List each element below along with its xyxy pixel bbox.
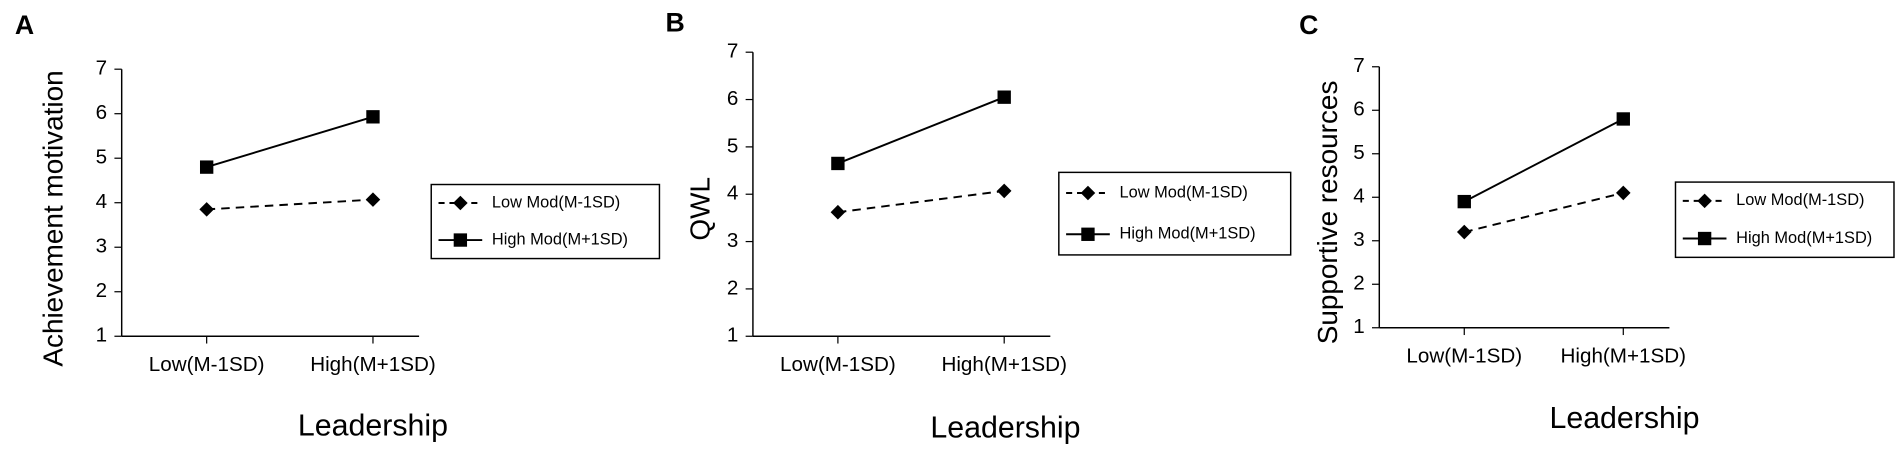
y-tick-label: 5 bbox=[727, 134, 738, 157]
marker-square bbox=[1081, 227, 1095, 241]
y-tick-label: 5 bbox=[1353, 141, 1364, 164]
marker-diamond bbox=[1456, 224, 1472, 240]
chart-panel: C 1 2 3 4 5 6 7 Low(M-1SD) High(M+1SD) Supportive … bbox=[1299, 10, 1895, 435]
series-line bbox=[837, 96, 1005, 165]
y-tick-label: 4 bbox=[727, 182, 738, 205]
y-axis-label: QWL bbox=[684, 177, 715, 241]
marker-square bbox=[831, 156, 845, 171]
y-tick-label: 3 bbox=[96, 235, 107, 258]
legend-box bbox=[430, 183, 661, 260]
legend-label: High Mod(M+1SD) bbox=[1736, 229, 1872, 247]
series-line bbox=[206, 198, 374, 211]
y-tick-label: 7 bbox=[96, 57, 107, 80]
panel-label: C bbox=[1299, 10, 1318, 40]
y-tick-label: 2 bbox=[1353, 272, 1364, 295]
y-tick-label: 3 bbox=[1353, 228, 1364, 251]
x-tick-label: High(M+1SD) bbox=[1561, 344, 1687, 367]
y-tick-label: 1 bbox=[727, 324, 738, 347]
marker-diamond bbox=[1616, 185, 1631, 201]
marker-diamond bbox=[199, 202, 214, 217]
y-tick-label: 2 bbox=[727, 276, 738, 299]
y-tick-label: 1 bbox=[1353, 315, 1364, 338]
y-tick-label: 5 bbox=[96, 146, 107, 169]
legend-label: High Mod(M+1SD) bbox=[1120, 225, 1256, 243]
legend-label: Low Mod(M-1SD) bbox=[492, 193, 620, 211]
x-tick-label: Low(M-1SD) bbox=[780, 353, 896, 376]
x-tick-label: Low(M-1SD) bbox=[1406, 344, 1522, 367]
x-tick-label: High(M+1SD) bbox=[941, 353, 1067, 376]
marker-square bbox=[997, 90, 1011, 104]
legend-label: Low Mod(M-1SD) bbox=[1120, 183, 1248, 201]
marker-diamond bbox=[830, 204, 846, 220]
marker-square bbox=[453, 233, 468, 247]
y-tick-label: 2 bbox=[96, 279, 107, 302]
y-tick-label: 7 bbox=[727, 40, 738, 63]
marker-diamond bbox=[1697, 193, 1712, 209]
marker-diamond bbox=[453, 195, 468, 211]
legend-box bbox=[1058, 171, 1292, 256]
y-tick-label: 6 bbox=[727, 87, 738, 110]
x-tick-label: Low(M-1SD) bbox=[149, 353, 265, 376]
marker-square bbox=[1616, 112, 1630, 126]
marker-square bbox=[1457, 194, 1471, 209]
y-tick-label: 4 bbox=[96, 190, 107, 213]
series-line bbox=[1463, 118, 1624, 203]
panel-label: A bbox=[15, 10, 34, 40]
marker-diamond bbox=[365, 192, 381, 207]
y-tick-label: 7 bbox=[1353, 54, 1364, 77]
marker-diamond bbox=[1080, 185, 1096, 201]
y-tick-label: 1 bbox=[96, 324, 107, 347]
y-tick-label: 6 bbox=[96, 101, 107, 124]
marker-square bbox=[366, 110, 380, 124]
y-tick-label: 4 bbox=[1353, 185, 1364, 208]
y-axis-label: Supportive resources bbox=[1312, 81, 1343, 345]
legend-label: High Mod(M+1SD) bbox=[492, 230, 628, 248]
x-axis-label: Leadership bbox=[298, 409, 448, 442]
x-axis-label: Leadership bbox=[1549, 402, 1699, 435]
series-line bbox=[206, 115, 374, 169]
x-axis-label: Leadership bbox=[930, 412, 1080, 445]
marker-square bbox=[199, 160, 214, 174]
series-line bbox=[1464, 191, 1624, 234]
legend-label: Low Mod(M-1SD) bbox=[1736, 191, 1864, 209]
panel-label: B bbox=[666, 7, 685, 37]
y-axis-label: Achievement motivation bbox=[37, 70, 68, 366]
series-line bbox=[837, 189, 1005, 214]
legend-box bbox=[1674, 181, 1895, 259]
chart-panel: B 1 2 3 4 5 6 7 Low(M-1SD) High(M+1SD) QWL Leadersh… bbox=[666, 7, 1292, 445]
marker-square bbox=[1697, 231, 1712, 246]
chart-panel: A 1 2 3 4 5 6 7 Low(M-1SD) High(M+1SD) Achievement… bbox=[15, 10, 661, 442]
y-tick-label: 6 bbox=[1353, 98, 1364, 121]
x-tick-label: High(M+1SD) bbox=[310, 353, 436, 376]
y-tick-label: 3 bbox=[727, 229, 738, 252]
marker-diamond bbox=[996, 183, 1012, 199]
